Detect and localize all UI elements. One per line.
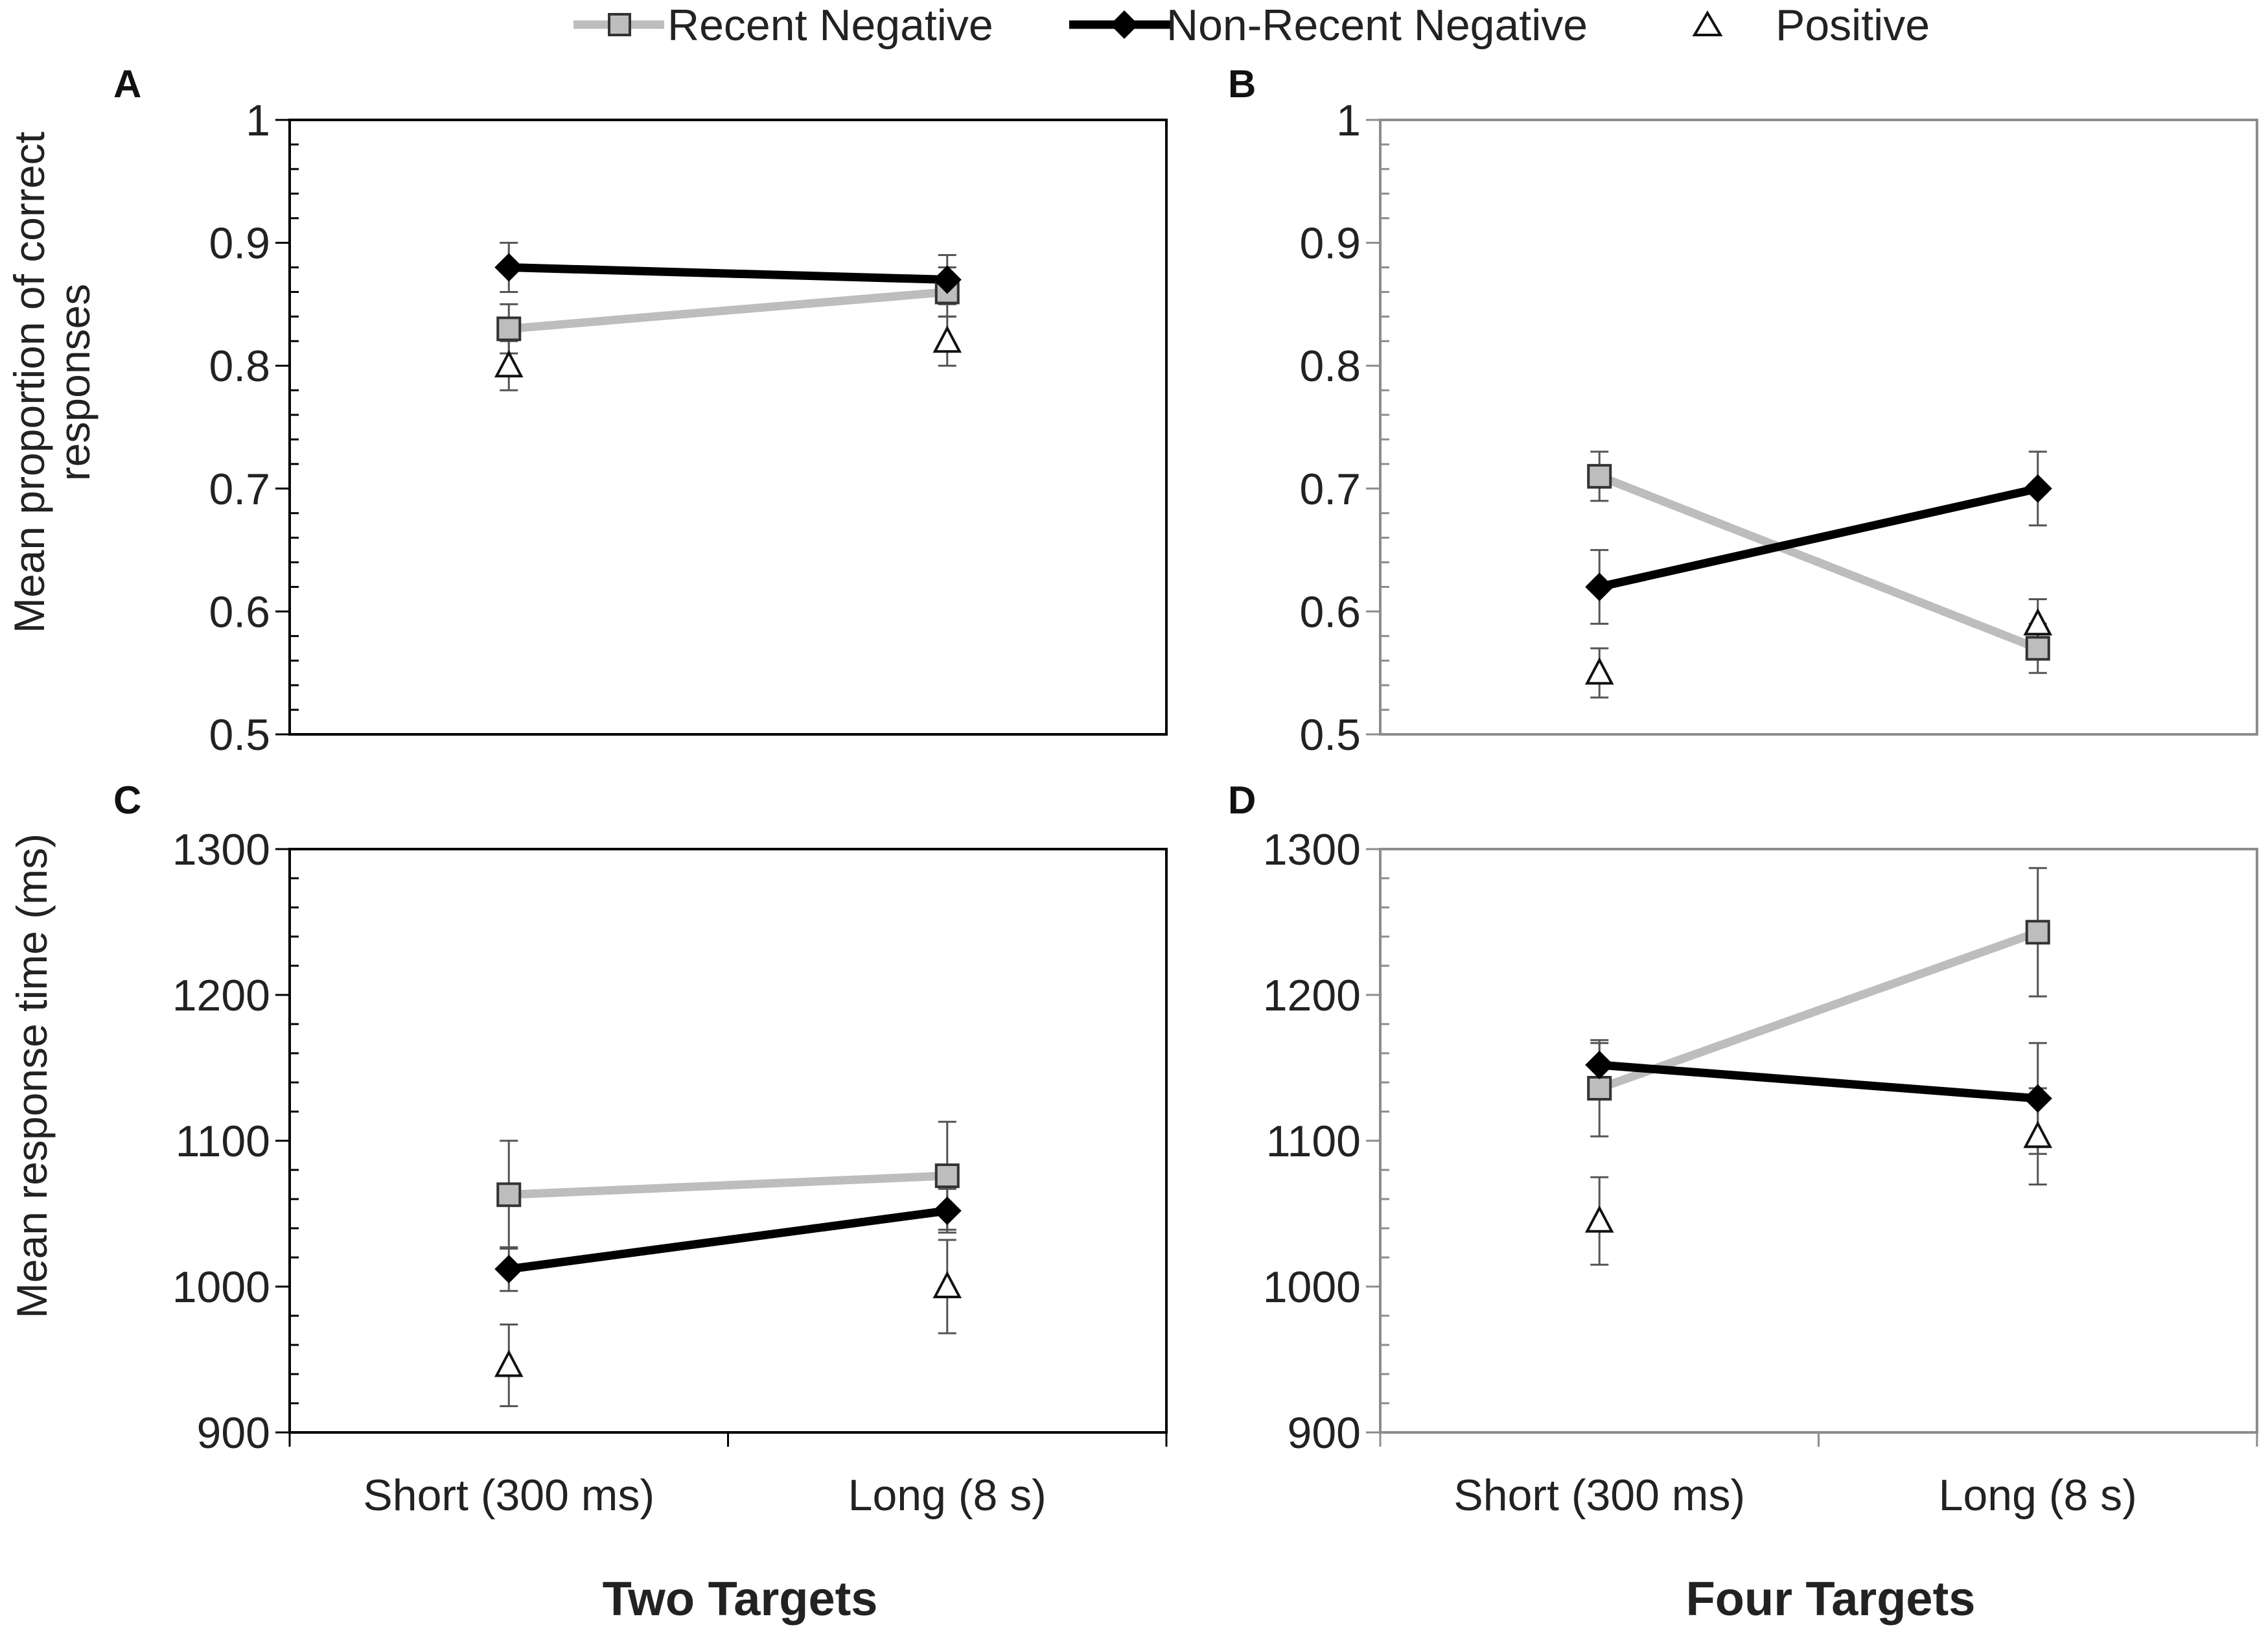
series-line-recent-negative (508, 287, 948, 333)
point-non-recent-negative (932, 1196, 962, 1225)
series-line-recent-negative (1597, 472, 2040, 653)
y-tick-label: 0.6 (1299, 587, 1361, 636)
point-non-recent-negative (932, 265, 962, 294)
series-line-recent-negative (508, 1171, 948, 1199)
point-recent-negative (1587, 1076, 1612, 1101)
point-positive (494, 349, 524, 378)
y-tick-label: 0.8 (1299, 342, 1361, 391)
y-tick-label: 0.8 (209, 342, 270, 391)
point-positive (932, 325, 962, 353)
y-tick-label: 1300 (1263, 825, 1361, 874)
series-line-recent-negative (1598, 928, 2039, 1093)
error-bars-positive (1590, 1087, 2047, 1266)
point-non-recent-negative (2023, 1084, 2052, 1113)
y-axis-title-rt: Mean response time (ms) (8, 834, 56, 1318)
y-tick-label: 900 (1288, 1408, 1361, 1458)
y-tick-label: 1200 (172, 971, 270, 1020)
y-tick-label: 0.6 (209, 587, 270, 636)
point-non-recent-negative (2023, 474, 2052, 503)
y-tick-label: 0.9 (209, 219, 270, 268)
plot-frame (1379, 848, 2258, 1434)
y-tick-label: 1100 (176, 1117, 270, 1166)
point-positive (1584, 1205, 1614, 1233)
x-tick-label: Short (300 ms) (363, 1471, 654, 1520)
series-line-non-recent-negative (1598, 484, 2039, 591)
point-positive (932, 1270, 962, 1298)
y-tick-label: 1000 (172, 1263, 270, 1312)
point-non-recent-negative (1585, 572, 1614, 601)
panel-label-c: C (113, 778, 141, 822)
y-tick-label: 900 (197, 1408, 270, 1458)
error-bars-positive (1590, 598, 2047, 699)
panel-a: A 0.5 0.6 0.7 0.8 0.9 1 (113, 62, 1168, 760)
series-line-non-recent-negative (508, 1206, 948, 1274)
legend-nonrecent-label: Non-Recent Negative (1166, 1, 1588, 50)
point-recent-negative (2025, 636, 2050, 661)
legend-positive-label: Positive (1776, 1, 1930, 50)
point-recent-negative (934, 1163, 960, 1188)
x-tick-label: Long (8 s) (1939, 1471, 2137, 1520)
point-non-recent-negative (494, 1255, 524, 1283)
panel-label-a: A (113, 62, 141, 106)
x-tick-label: Long (8 s) (848, 1471, 1047, 1520)
legend: Recent Negative Non-Recent Negative Posi… (573, 1, 1930, 50)
point-positive (1584, 657, 1614, 685)
panel-b: B 0.5 0.6 0.7 0.8 0.9 1 (1228, 62, 2258, 760)
point-non-recent-negative (1585, 1051, 1614, 1079)
plot-frame (288, 848, 1168, 1434)
y-tick-label: 1100 (1266, 1117, 1361, 1166)
y-tick-label: 0.7 (1299, 465, 1361, 514)
y-tick-label: 0.5 (1299, 710, 1361, 760)
panel-label-b: B (1228, 62, 1256, 106)
point-positive (2023, 608, 2053, 636)
point-recent-negative (496, 1182, 522, 1208)
y-tick-label: 1 (1336, 96, 1361, 145)
x-tick-label: Short (300 ms) (1453, 1471, 1745, 1520)
y-tick-label: 0.9 (1299, 219, 1361, 268)
plot-frame (1379, 119, 2258, 736)
point-recent-negative (2025, 920, 2050, 945)
legend-recent-label: Recent Negative (667, 1, 993, 50)
group-title-four-targets: Four Targets (1686, 1572, 1976, 1626)
point-non-recent-negative (494, 253, 524, 282)
y-tick-label: 0.5 (209, 710, 270, 760)
plot-frame (288, 119, 1168, 736)
group-title-two-targets: Two Targets (603, 1572, 878, 1626)
legend-nonrecent-marker (1110, 10, 1139, 39)
y-tick-label: 1200 (1263, 971, 1361, 1020)
y-axis-title-accuracy-line2: responses (51, 284, 98, 482)
point-recent-negative (1587, 463, 1612, 489)
panel-d: D 900 1000 1100 1200 1300 Short (300 ms) Long (… (1228, 778, 2258, 1520)
series-line-non-recent-negative (509, 263, 947, 284)
point-recent-negative (496, 316, 522, 342)
series-line-non-recent-negative (1599, 1060, 2039, 1103)
y-tick-label: 1300 (172, 825, 270, 874)
panel-c: C 900 1000 1100 1200 1300 Short (300 ms) Long (… (113, 778, 1168, 1520)
error-bars-non-recent-negative (1590, 1042, 2047, 1155)
legend-positive-marker (1692, 10, 1723, 36)
legend-recent-marker (608, 13, 631, 36)
point-positive (494, 1349, 524, 1377)
y-tick-label: 0.7 (209, 465, 270, 514)
y-axis-title-accuracy-line1: Mean proportion of correct (5, 132, 53, 633)
y-tick-label: 1000 (1263, 1263, 1361, 1312)
y-tick-label: 1 (246, 96, 270, 145)
panel-label-d: D (1228, 778, 1256, 822)
point-positive (2023, 1120, 2053, 1149)
